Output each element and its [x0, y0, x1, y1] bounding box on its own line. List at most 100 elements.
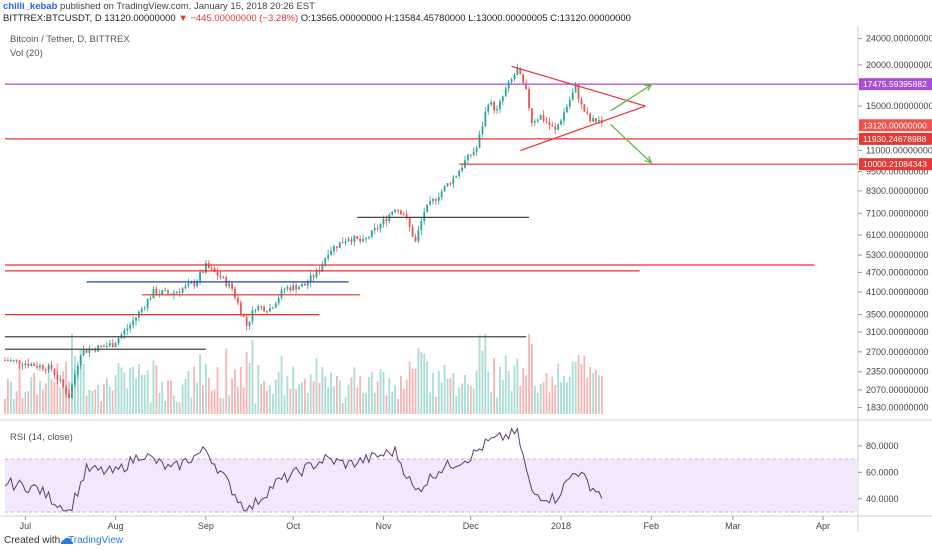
volume-bar	[513, 365, 516, 414]
projection-arrow	[610, 84, 652, 112]
volume-bar	[525, 375, 528, 414]
candle-body	[490, 101, 493, 105]
volume-bar	[368, 376, 370, 414]
volume-bar	[402, 388, 405, 414]
volume-bar	[103, 383, 105, 414]
volume-bar	[504, 355, 507, 414]
time-tick-label: Oct	[286, 521, 301, 531]
candle-body	[335, 246, 338, 248]
volume-bar	[269, 385, 271, 414]
volume-bar	[539, 384, 542, 414]
candle-body	[251, 310, 254, 322]
price-tick-label: 7100.00000000	[866, 208, 929, 218]
low-value: L:13000.00000005	[468, 13, 548, 24]
volume-bar	[18, 365, 21, 414]
volume-bar	[443, 364, 446, 414]
candle-body	[531, 108, 533, 123]
volume-bar	[507, 370, 510, 414]
time-tick-label: Feb	[644, 521, 660, 531]
candle-body	[254, 310, 257, 312]
volume-bar	[123, 372, 126, 414]
candle-body	[560, 120, 562, 125]
candle-body	[309, 275, 312, 283]
volume-bar	[190, 397, 193, 414]
candle-body	[27, 363, 30, 366]
rsi-tick-label: 80.0000	[866, 441, 899, 451]
candle-body	[33, 363, 36, 366]
volume-bar	[301, 382, 303, 414]
candle-body	[522, 74, 525, 83]
candle-body	[178, 291, 181, 293]
candle-body	[216, 272, 219, 276]
chart-svg[interactable]: 24000.00000000 20000.00000000 15000.000000…	[0, 26, 932, 532]
time-tick-label: Apr	[816, 521, 830, 531]
volume-bar	[219, 398, 222, 414]
price-tick-label: 15000.00000000	[866, 101, 932, 111]
author-link[interactable]: chilli_kebab	[3, 1, 58, 12]
candle-body	[117, 338, 120, 344]
price-change: ▼ −445.00000000 (−3.28%)	[178, 13, 299, 24]
candle-body	[50, 364, 53, 370]
price-tick-label: 4700.00000000	[866, 267, 929, 277]
volume-bar	[542, 382, 545, 414]
volume-bar	[225, 348, 228, 414]
rsi-indicator-label: RSI (14, close)	[10, 432, 73, 443]
volume-indicator-label: Vol (20)	[10, 48, 43, 59]
price-tick-label: 5300.00000000	[866, 250, 929, 260]
candle-body	[499, 101, 501, 109]
candle-body	[539, 115, 542, 120]
volume-bar	[388, 378, 391, 414]
volume-bar	[286, 376, 289, 414]
candle-body	[222, 277, 225, 279]
volume-bar	[429, 392, 431, 414]
candle-body	[108, 343, 111, 346]
volume-bar	[187, 371, 190, 414]
volume-bar	[600, 375, 603, 414]
price-tag-label: 10000.21084343	[863, 159, 927, 169]
volume-bar	[484, 334, 487, 414]
volume-bar	[50, 378, 53, 414]
volume-bar	[341, 403, 344, 414]
candle-body	[306, 282, 309, 286]
volume-bar	[254, 403, 257, 414]
candle-body	[242, 314, 245, 318]
candle-body	[504, 88, 507, 97]
candle-body	[59, 379, 62, 381]
tradingview-brand[interactable]: TradingView	[68, 535, 124, 546]
candle-body	[411, 226, 414, 237]
candle-body	[440, 191, 443, 198]
candle-body	[548, 122, 551, 126]
candle-body	[114, 343, 117, 348]
price-tag	[859, 119, 932, 132]
volume-bar	[548, 392, 551, 414]
price-tick-label: 24000.00000000	[866, 34, 932, 44]
candle-body	[260, 306, 263, 308]
candle-body	[100, 345, 102, 347]
volume-bar	[257, 365, 260, 414]
price-tag	[859, 78, 932, 91]
candle-body	[370, 230, 373, 238]
candle-body	[146, 299, 149, 308]
candle-body	[140, 308, 143, 312]
candle-body	[21, 364, 24, 366]
candle-body	[516, 68, 519, 75]
candle-body	[568, 99, 571, 107]
candle-body	[164, 290, 167, 292]
volume-bar	[231, 378, 233, 414]
candle-body	[577, 84, 580, 100]
price-tick-label: 8300.00000000	[866, 186, 929, 196]
volume-bar	[7, 378, 9, 414]
volume-bar	[27, 391, 30, 414]
volume-bar	[501, 380, 504, 414]
candle-body	[245, 317, 248, 326]
volume-bar	[295, 389, 298, 414]
volume-bar	[4, 398, 6, 414]
volume-bar	[170, 380, 172, 414]
volume-bar	[423, 353, 426, 414]
price-tick-label: 3100.00000000	[866, 327, 929, 337]
chart-area[interactable]: 24000.00000000 20000.00000000 15000.000000…	[0, 26, 932, 532]
volume-bar	[204, 363, 207, 414]
candle-body	[269, 308, 271, 312]
volume-bar	[557, 363, 560, 414]
candle-body	[496, 108, 498, 111]
